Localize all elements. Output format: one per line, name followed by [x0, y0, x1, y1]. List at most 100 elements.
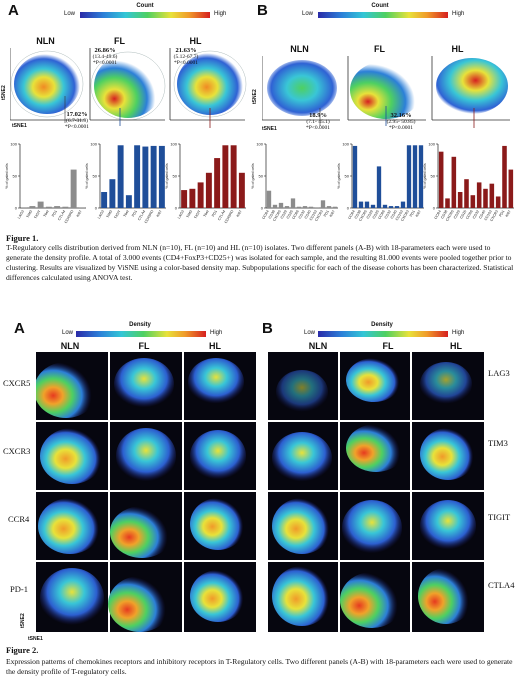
x-tick-label: Ki67	[156, 210, 163, 218]
x-tick-label: PD1	[51, 210, 58, 218]
y-tick-label: 100	[256, 142, 263, 147]
bar	[508, 169, 514, 208]
bar	[382, 204, 388, 208]
fig2b-colorbar	[318, 331, 448, 337]
fig2-panel-b-letter: B	[262, 320, 273, 337]
y-axis-label: % of gated cells	[85, 163, 89, 189]
fig2a-marker-cxcr5: CXCR5	[3, 378, 31, 388]
fig1a-cohort-hl: HL	[189, 36, 202, 46]
y-tick-label: 50	[345, 174, 350, 179]
x-tick-label: CD25	[372, 210, 380, 220]
x-tick-label: CCR6	[292, 210, 300, 220]
bar	[495, 196, 501, 208]
fig2a-colorbar-high: High	[210, 330, 223, 336]
x-tick-label: CXCR3	[314, 210, 324, 223]
bar	[376, 166, 382, 208]
x-tick-label: CXCR5	[445, 210, 455, 223]
y-axis-label: % of gated cells	[423, 163, 427, 189]
fig1b-fl-pct: 32.16%	[390, 112, 412, 119]
fig1a-cohort-nln: NLN	[36, 36, 55, 46]
y-axis-label: % of gated cells	[5, 163, 9, 189]
bar	[358, 201, 364, 208]
bar	[134, 145, 141, 208]
x-tick-label: CD103	[309, 209, 318, 221]
bar	[464, 179, 469, 208]
x-tick-label: CD32	[472, 210, 480, 220]
x-tick-label: CD29	[280, 210, 288, 220]
figure2-caption: Expression patterns of chemokines recept…	[6, 657, 513, 676]
fig2b-colorbar-low: Low	[304, 330, 316, 336]
x-tick-label: CTLA4	[217, 210, 226, 222]
fig1a-colorbar-title: Count	[136, 3, 154, 9]
fig2a-row-cxcr5	[36, 352, 256, 420]
bar	[125, 195, 132, 208]
fig1a-annotation-hl: 21.63% (5.12-67.7) *P<0.0001	[165, 47, 207, 66]
fig2a-cohort-fl: FL	[138, 341, 150, 351]
fig1a-fl-pct: 26.86%	[94, 47, 116, 54]
x-tick-label: CD29	[366, 210, 374, 220]
fig2b-cohort-hl: HL	[450, 341, 462, 351]
y-tick-label: 0	[15, 206, 18, 211]
x-tick-label: TIM3	[186, 210, 194, 219]
bar	[189, 188, 196, 208]
y-tick-label: 0	[433, 206, 436, 211]
fig2a-cohort-hl: HL	[209, 341, 221, 351]
x-tick-label: CXCR3	[489, 210, 499, 223]
fig1b-tsne-nln	[262, 56, 340, 126]
y-axis-label: % of gated cells	[337, 163, 341, 189]
y-tick-label: 100	[90, 142, 97, 147]
fig1a-colorbar	[80, 12, 210, 18]
bar	[37, 201, 44, 208]
fig2a-marker-cxcr3: CXCR3	[3, 446, 31, 456]
fig2a-cohort-nln: NLN	[60, 341, 80, 351]
bar	[142, 146, 149, 208]
bar	[418, 145, 424, 208]
x-tick-label: CD45RO	[144, 209, 155, 224]
y-tick-label: 0	[347, 206, 350, 211]
bar	[101, 192, 108, 208]
x-tick-label: CD29	[453, 210, 461, 220]
bar	[364, 201, 370, 208]
x-tick-label: Ki67	[329, 210, 336, 218]
x-tick-label: CXCR3	[400, 210, 410, 223]
fig1a-annotation-fl: 26.86% (13.4-49.6) *P<0.0001	[85, 47, 125, 66]
fig1a-tsne-hl	[169, 48, 247, 128]
x-tick-label: LAG3	[97, 210, 105, 220]
bar	[406, 145, 412, 208]
fig2a-colorbar-low: Low	[62, 330, 74, 336]
fig1a-nln-p: *P<0.0001	[64, 124, 90, 130]
bar	[320, 200, 326, 208]
fig1a-colorbar-high: High	[214, 11, 227, 17]
bar	[451, 156, 457, 208]
bar	[470, 195, 476, 208]
fig2b-colorbar-title: Density	[371, 322, 393, 328]
fig2a-row-ccr4	[36, 492, 256, 560]
fig1b-fl-ci: (2.95- 50.85)	[386, 119, 416, 125]
fig1-panel-a-letter: A	[8, 2, 19, 19]
fig1a-tsne-fl	[89, 48, 166, 126]
fig1b-colorbar-low: Low	[302, 11, 314, 17]
fig1a-hl-ci: (5.12-67.7)	[173, 54, 199, 60]
fig1a-barchart-fl: 0 50 100 % of gated cells LAG3 TIM3 TIGIT Tbet P…	[85, 142, 166, 224]
bar	[290, 198, 296, 208]
fig2a-marker-ccr4: CCR4	[8, 514, 30, 524]
bar	[457, 192, 463, 208]
y-tick-label: 50	[13, 174, 18, 179]
fig1b-annotation-fl: 32.16% (2.95- 50.85) *P<0.0001	[378, 112, 424, 131]
fig1a-xaxis-label: tSNE1	[12, 123, 27, 129]
fig2b-marker-lag3: LAG3	[488, 368, 510, 378]
x-tick-label: CD38	[268, 210, 276, 220]
bar	[222, 145, 229, 208]
bar	[314, 207, 320, 208]
bar	[266, 190, 272, 208]
fig2b-row-lag3	[268, 352, 484, 420]
fig2b-row-tim3	[268, 422, 484, 490]
y-tick-label: 100	[428, 142, 435, 147]
fig2b-cohort-nln: NLN	[308, 341, 328, 351]
bar	[181, 190, 188, 208]
fig1-panel-b-letter: B	[257, 2, 268, 19]
fig1a-annotation-nln: 17.02% (6.7-31.9) *P<0.0001	[52, 111, 102, 130]
bar	[70, 169, 77, 208]
bar	[352, 145, 358, 208]
